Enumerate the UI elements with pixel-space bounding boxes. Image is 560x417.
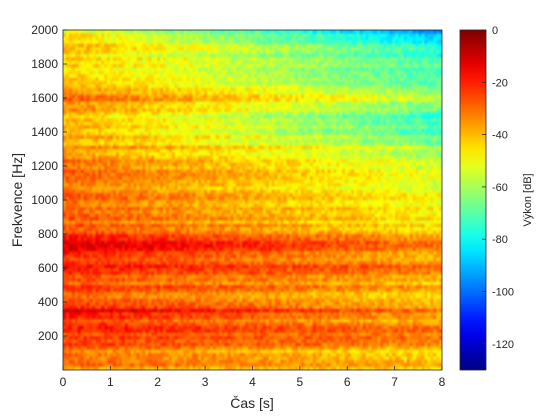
y-axis-label: Frekvence [Hz] — [9, 153, 25, 247]
y-tick-label: 1400 — [31, 125, 58, 139]
x-axis-label: Čas [s] — [230, 395, 274, 411]
y-tick-label: 600 — [38, 261, 58, 275]
colorbar-tick-label: 0 — [492, 25, 498, 37]
colorbar-tick-label: -100 — [492, 287, 514, 299]
colorbar-frame — [459, 29, 487, 371]
x-tick-label: 7 — [391, 375, 398, 389]
y-tick-label: 1000 — [31, 193, 58, 207]
colorbar: 0 -20 -40 -60 -80 -100 -120 Výkon [dB] — [459, 25, 534, 371]
x-axis: 0 1 2 3 4 5 6 7 8 — [60, 366, 446, 389]
colorbar-tick-label: -20 — [492, 77, 508, 89]
y-tick-label: 1600 — [31, 91, 58, 105]
x-tick-label: 0 — [60, 375, 67, 389]
y-tick-label: 2000 — [31, 23, 58, 37]
x-tick-label: 1 — [107, 375, 114, 389]
colorbar-tick-label: -40 — [492, 130, 508, 142]
y-tick-label: 200 — [38, 329, 58, 343]
x-tick-label: 3 — [202, 375, 209, 389]
x-tick-label: 2 — [154, 375, 161, 389]
y-tick-label: 800 — [38, 227, 58, 241]
colorbar-tick-label: -120 — [492, 339, 514, 351]
spectrogram-heatmap — [63, 30, 442, 370]
x-tick-label: 5 — [297, 375, 304, 389]
colorbar-label: Výkon [dB] — [522, 173, 534, 226]
x-tick-label: 4 — [249, 375, 256, 389]
spectrogram-plot: 0 1 2 3 4 5 6 7 8 200 400 600 800 1000 1200 1400 1600 18… — [9, 23, 446, 411]
colorbar-axis: 0 -20 -40 -60 -80 -100 -120 — [482, 25, 514, 351]
colorbar-tick-label: -60 — [492, 182, 508, 194]
x-tick-label: 6 — [344, 375, 351, 389]
x-tick-label: 8 — [439, 375, 446, 389]
y-axis: 200 400 600 800 1000 1200 1400 1600 1800 2000 — [31, 23, 67, 343]
y-tick-label: 1200 — [31, 159, 58, 173]
y-tick-label: 400 — [38, 295, 58, 309]
colorbar-gradient — [460, 30, 486, 370]
colorbar-tick-label: -80 — [492, 234, 508, 246]
y-tick-label: 1800 — [31, 57, 58, 71]
